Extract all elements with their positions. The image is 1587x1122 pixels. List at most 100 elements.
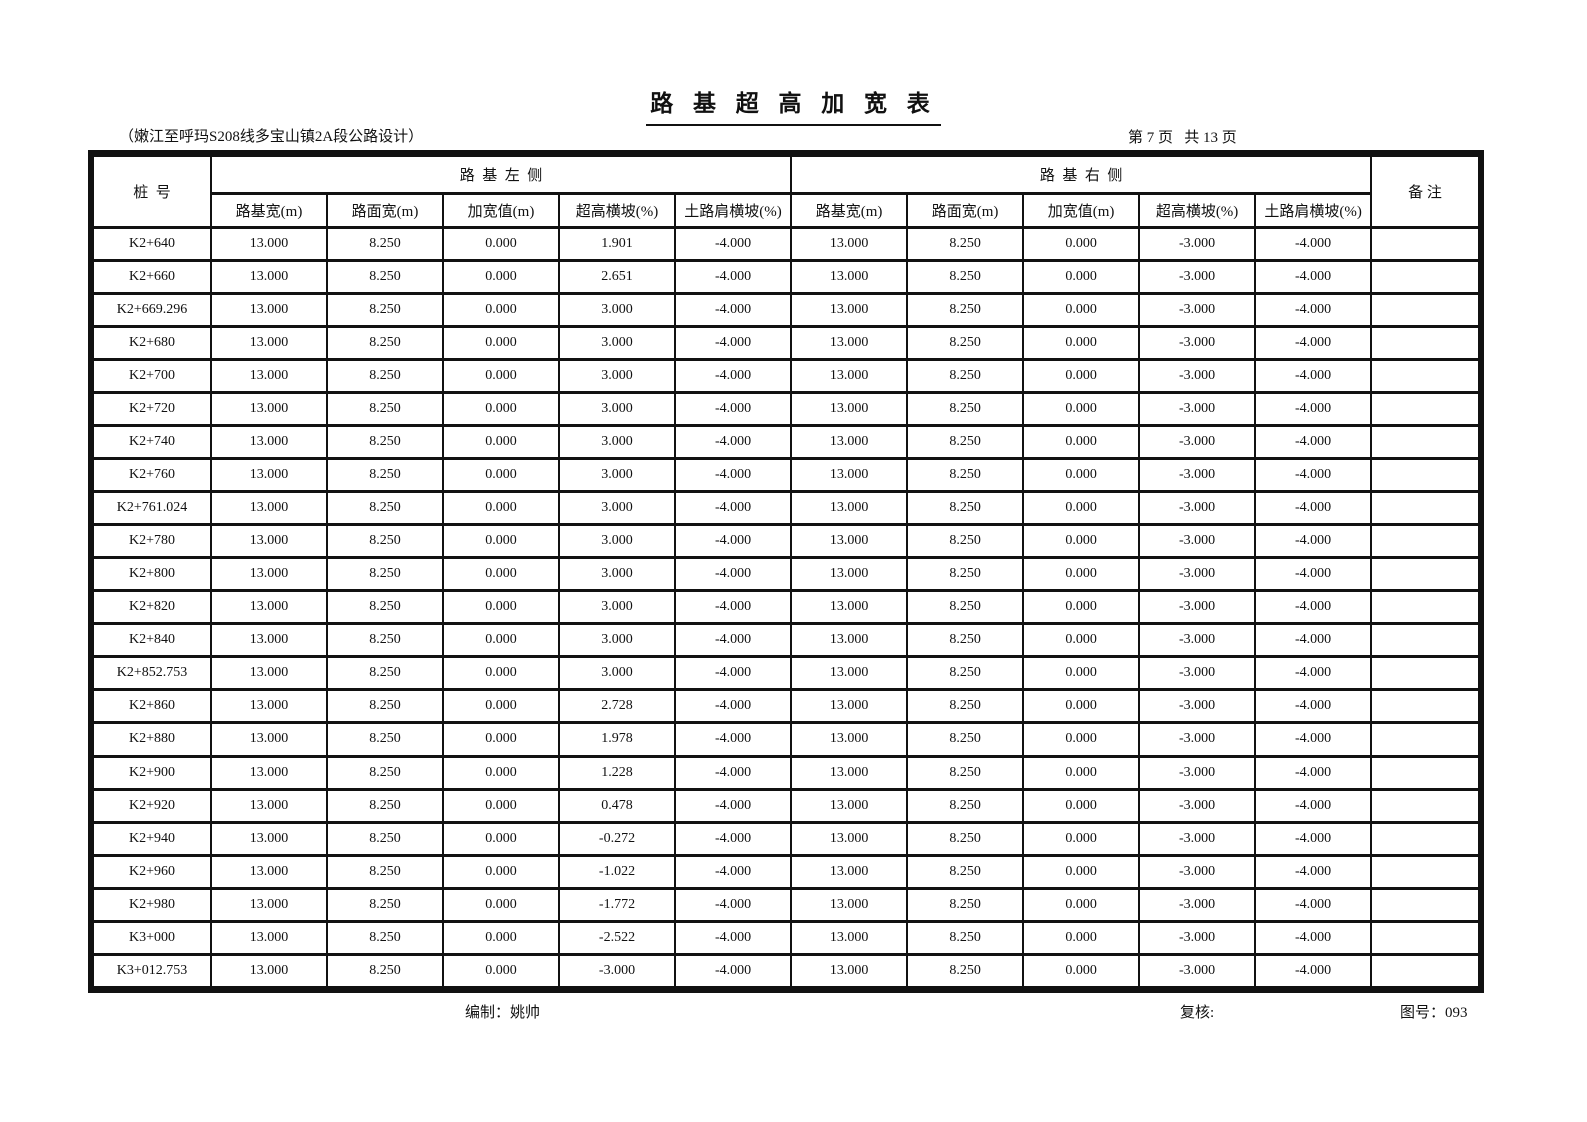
left-value-cell: 8.250 (326, 325, 444, 362)
table-row: K2+780 13.000 8.250 0.000 3.000 -4.000 13.000 8… (92, 523, 1480, 560)
left-value-cell: 8.250 (326, 919, 444, 956)
left-value-cell: 1.228 (558, 754, 676, 791)
right-value-cell: 8.250 (906, 754, 1025, 791)
stake-cell: K2+669.296 (92, 292, 212, 329)
right-value-cell: -4.000 (1254, 325, 1373, 362)
left-value-cell: 3.000 (558, 556, 676, 593)
right-subgrade-width-header: 路基宽(m) (790, 192, 909, 229)
remark-cell (1370, 886, 1480, 923)
left-value-cell: 3.000 (558, 292, 676, 329)
left-value-cell: 8.250 (326, 589, 444, 626)
left-subgrade-width-header: 路基宽(m) (210, 192, 328, 229)
page-title: 路 基 超 高 加 宽 表 (646, 84, 941, 126)
right-value-cell: 13.000 (790, 457, 909, 494)
left-value-cell: -3.000 (558, 952, 676, 990)
right-value-cell: 13.000 (790, 391, 909, 428)
title-row: 路 基 超 高 加 宽 表 (0, 84, 1587, 126)
right-value-cell: 13.000 (790, 225, 909, 263)
right-value-cell: 0.000 (1022, 424, 1141, 461)
stake-cell: K2+740 (92, 424, 212, 461)
left-value-cell: -4.000 (673, 424, 793, 461)
left-value-cell: -4.000 (673, 358, 793, 395)
right-value-cell: 8.250 (906, 424, 1025, 461)
left-value-cell: 13.000 (210, 853, 328, 890)
left-value-cell: -4.000 (673, 754, 793, 791)
table-row: K2+900 13.000 8.250 0.000 1.228 -4.000 13.000 8… (92, 754, 1480, 791)
left-value-cell: -4.000 (673, 490, 793, 527)
left-value-cell: -4.000 (673, 919, 793, 956)
left-value-cell: 8.250 (326, 754, 444, 791)
right-superelevation-slope-header: 超高横坡(%) (1138, 192, 1257, 229)
page-number: 第 7 页 共 13 页 (1128, 130, 1237, 146)
right-value-cell: 0.000 (1022, 919, 1141, 956)
right-value-cell: 0.000 (1022, 952, 1141, 990)
right-value-cell: -4.000 (1254, 787, 1373, 824)
stake-cell: K2+761.024 (92, 490, 212, 527)
remark-header: 备 注 (1370, 154, 1480, 229)
right-value-cell: -3.000 (1138, 952, 1257, 990)
remark-cell (1370, 358, 1480, 395)
stake-cell: K2+852.753 (92, 655, 212, 692)
right-value-cell: 8.250 (906, 655, 1025, 692)
left-value-cell: 1.901 (558, 225, 676, 263)
right-value-cell: 8.250 (906, 589, 1025, 626)
table-row: K2+820 13.000 8.250 0.000 3.000 -4.000 13.000 8… (92, 589, 1480, 626)
stake-cell: K2+800 (92, 556, 212, 593)
stake-cell: K2+840 (92, 622, 212, 659)
right-value-cell: -3.000 (1138, 457, 1257, 494)
right-side-group-header: 路 基 右 侧 (790, 154, 1373, 195)
right-shoulder-slope-header: 土路肩横坡(%) (1254, 192, 1373, 229)
left-value-cell: 0.000 (442, 424, 560, 461)
right-value-cell: 8.250 (906, 490, 1025, 527)
right-value-cell: 13.000 (790, 754, 909, 791)
right-value-cell: 13.000 (790, 721, 909, 758)
right-value-cell: 8.250 (906, 721, 1025, 758)
right-value-cell: 0.000 (1022, 622, 1141, 659)
right-value-cell: -3.000 (1138, 391, 1257, 428)
drawing-number-label: 图号：093 (1400, 1005, 1468, 1021)
left-value-cell: 8.250 (326, 655, 444, 692)
right-value-cell: -4.000 (1254, 358, 1373, 395)
right-value-cell: 13.000 (790, 952, 909, 990)
design-subtitle: （嫩江至呼玛S208线多宝山镇2A段公路设计） (119, 129, 424, 145)
stake-header: 桩 号 (92, 154, 212, 229)
right-value-cell: 13.000 (790, 523, 909, 560)
right-value-cell: -3.000 (1138, 622, 1257, 659)
left-value-cell: -4.000 (673, 589, 793, 626)
left-value-cell: 3.000 (558, 358, 676, 395)
left-value-cell: 8.250 (326, 358, 444, 395)
remark-cell (1370, 391, 1480, 428)
right-value-cell: 0.000 (1022, 457, 1141, 494)
remark-cell (1370, 424, 1480, 461)
left-value-cell: -4.000 (673, 721, 793, 758)
stake-cell: K2+640 (92, 225, 212, 263)
table-row: K2+860 13.000 8.250 0.000 2.728 -4.000 13.000 8… (92, 688, 1480, 725)
left-value-cell: 13.000 (210, 655, 328, 692)
left-value-cell: 3.000 (558, 589, 676, 626)
table-row: K2+840 13.000 8.250 0.000 3.000 -4.000 13.000 8… (92, 622, 1480, 659)
stake-cell: K2+820 (92, 589, 212, 626)
left-value-cell: 8.250 (326, 457, 444, 494)
remark-cell (1370, 225, 1480, 263)
left-value-cell: -0.272 (558, 820, 676, 857)
right-value-cell: -4.000 (1254, 424, 1373, 461)
right-value-cell: 0.000 (1022, 225, 1141, 263)
right-value-cell: 13.000 (790, 622, 909, 659)
right-value-cell: -3.000 (1138, 787, 1257, 824)
stake-cell: K2+760 (92, 457, 212, 494)
left-value-cell: 8.250 (326, 225, 444, 263)
left-value-cell: 0.000 (442, 820, 560, 857)
right-value-cell: -3.000 (1138, 886, 1257, 923)
right-value-cell: 13.000 (790, 919, 909, 956)
right-value-cell: 0.000 (1022, 886, 1141, 923)
remark-cell (1370, 787, 1480, 824)
right-value-cell: -4.000 (1254, 721, 1373, 758)
right-value-cell: 0.000 (1022, 325, 1141, 362)
table-row: K2+940 13.000 8.250 0.000 -0.272 -4.000 13.000… (92, 820, 1480, 857)
right-value-cell: -4.000 (1254, 457, 1373, 494)
left-value-cell: 8.250 (326, 490, 444, 527)
right-pavement-width-header: 路面宽(m) (906, 192, 1025, 229)
left-value-cell: 0.478 (558, 787, 676, 824)
left-shoulder-slope-header: 土路肩横坡(%) (673, 192, 793, 229)
